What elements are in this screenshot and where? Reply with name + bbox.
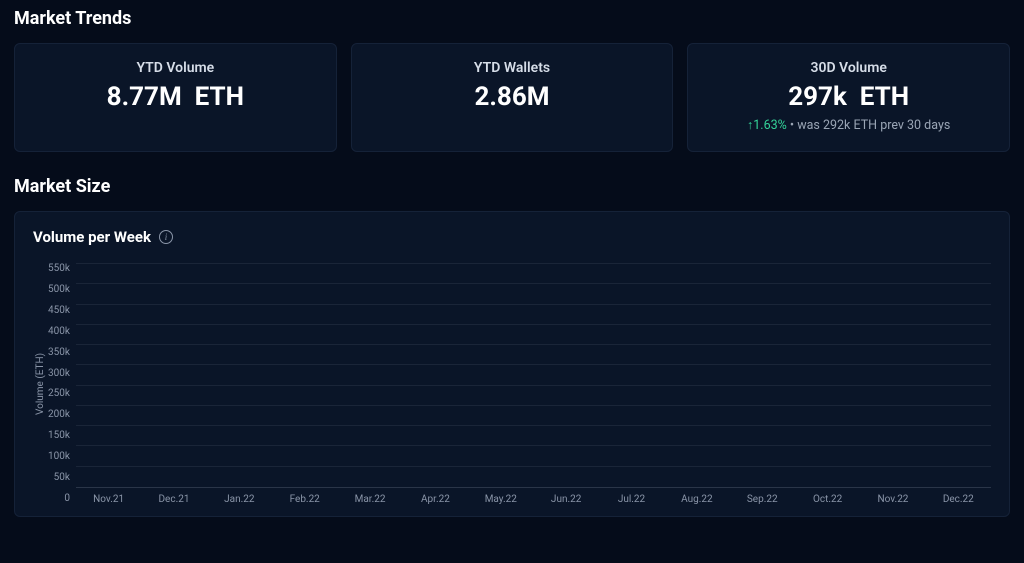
x-tick: Dec.21 [158,494,189,505]
delta-suffix: • was 292k ETH prev 30 days [787,118,951,133]
metric-card-ytd-volume: YTD Volume 8.77M ETH [14,43,337,152]
y-tick: 550k [48,264,70,274]
delta-percent: 1.63% [753,118,787,133]
y-tick: 200k [48,410,70,420]
gridline [76,405,991,406]
gridline [76,344,991,345]
y-axis: 550k 500k 450k 400k 350k 300k 250k 200k 150k 100k… [48,264,76,504]
bars-container [76,264,991,487]
metric-card-30d-volume: 30D Volume 297k ETH ↑1.63% • was 292k ET… [687,43,1010,152]
x-tick: Feb.22 [290,494,320,505]
y-tick: 150k [48,431,70,441]
y-tick: 300k [48,369,70,379]
gridline [76,283,991,284]
x-tick: Dec.22 [943,494,974,505]
y-tick: 250k [48,389,70,399]
metric-value: 8.77M ETH [33,82,318,112]
y-tick: 500k [48,285,70,295]
x-tick: May.22 [485,494,517,505]
chart-title-row: Volume per Week i [33,228,991,246]
section-title-market-trends: Market Trends [14,8,1010,29]
info-icon[interactable]: i [159,230,173,244]
x-tick: Nov.21 [93,494,124,505]
x-axis: Nov.21 Dec.21 Jan.22 Feb.22 Mar.22 Apr.22 May.… [76,488,991,504]
gridline [76,425,991,426]
y-tick: 100k [48,452,70,462]
metric-card-ytd-wallets: YTD Wallets 2.86M [351,43,674,152]
x-tick: Aug.22 [681,494,712,505]
x-tick: Sep.22 [747,494,778,505]
gridline [76,263,991,264]
y-tick: 0 [64,494,70,504]
x-tick: Apr.22 [421,494,450,505]
y-tick: 50k [54,473,70,483]
metric-value: 2.86M [370,82,655,112]
x-tick: Jul.22 [618,494,645,505]
gridline [76,304,991,305]
metric-label: 30D Volume [706,60,991,76]
metric-cards-row: YTD Volume 8.77M ETH YTD Wallets 2.86M 3… [14,43,1010,152]
y-tick: 350k [48,348,70,358]
chart-area: Volume (ETH) 550k 500k 450k 400k 350k 300k 250… [33,264,991,504]
x-tick: Mar.22 [355,494,386,505]
x-tick: Oct.22 [813,494,842,505]
plot-wrap: Nov.21 Dec.21 Jan.22 Feb.22 Mar.22 Apr.22 May.… [76,264,991,504]
gridline [76,385,991,386]
y-tick: 400k [48,327,70,337]
metric-value: 297k ETH [706,82,991,112]
gridline [76,364,991,365]
x-tick: Jan.22 [224,494,254,505]
section-title-market-size: Market Size [14,176,1010,197]
plot [76,264,991,488]
chart-panel-volume-per-week: Volume per Week i Volume (ETH) 550k 500k 4… [14,211,1010,517]
metric-delta: ↑1.63% • was 292k ETH prev 30 days [706,118,991,133]
gridline [76,466,991,467]
metric-label: YTD Volume [33,60,318,76]
gridline [76,324,991,325]
gridline [76,445,991,446]
x-tick: Nov.22 [877,494,908,505]
y-axis-label: Volume (ETH) [33,264,48,504]
chart-title: Volume per Week [33,228,151,246]
x-tick: Jun.22 [551,494,581,505]
metric-label: YTD Wallets [370,60,655,76]
y-tick: 450k [48,306,70,316]
